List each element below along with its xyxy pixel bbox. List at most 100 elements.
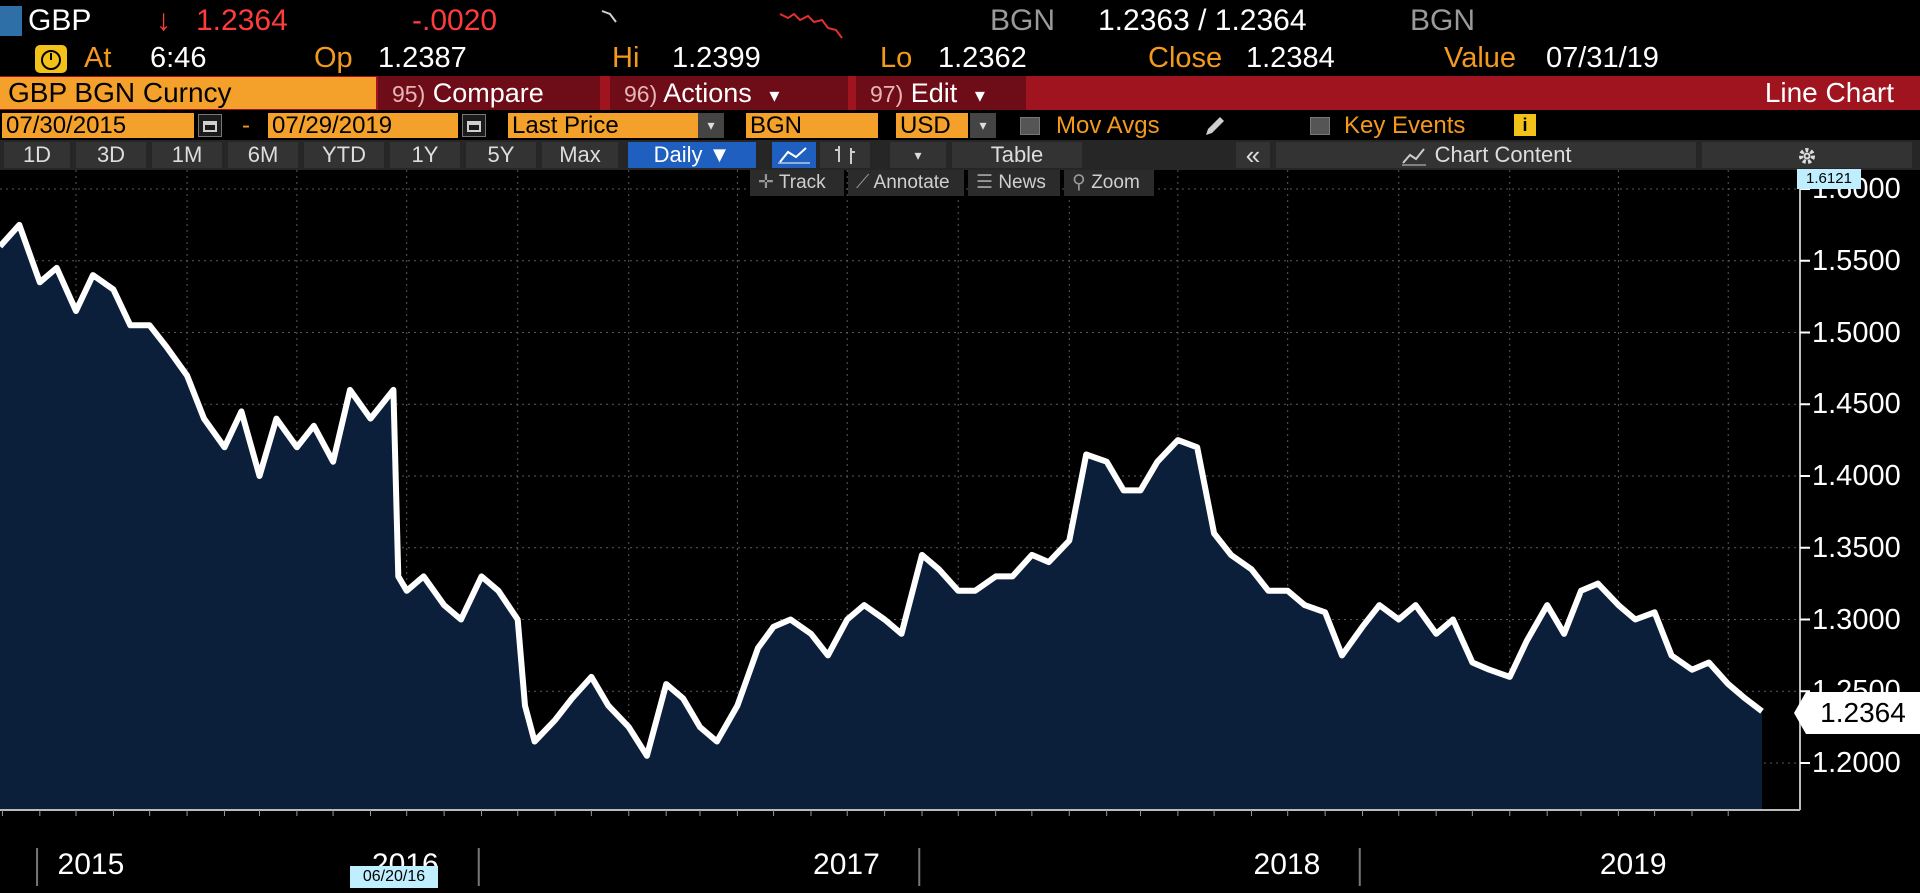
x-tick-label: 2018 (1253, 848, 1321, 881)
source-left: BGN (990, 4, 1056, 37)
y-tick-label: 1.4000 (1812, 460, 1901, 492)
security-color-marker (0, 6, 22, 36)
edit-number: 97) (870, 81, 904, 107)
track-tool[interactable]: ✛ Track (750, 170, 844, 196)
y-tick-label: 1.3500 (1812, 531, 1901, 564)
annotate-tool[interactable]: ⟋ Annotate (848, 170, 964, 196)
source-field[interactable]: BGN (746, 113, 878, 138)
start-date-field[interactable]: 07/30/2015 (2, 113, 194, 138)
quote-line: GBP ↓ 1.2364 -.0020 BGN 1.2363 / 1.2364 … (0, 0, 1920, 42)
close-value: 1.2384 (1246, 42, 1335, 74)
crosshair-date-flag: 06/20/16 (350, 866, 438, 888)
chart-content-label: Chart Content (1434, 142, 1572, 167)
tick-mini-icon (601, 10, 617, 23)
high-label: Hi (612, 42, 640, 74)
currency-dropdown-icon[interactable]: ▾ (970, 113, 996, 138)
compare-number: 95) (392, 81, 426, 107)
line-chart-icon (778, 147, 810, 164)
net-change: -.0020 (412, 4, 498, 37)
collapse-button[interactable]: « (1236, 142, 1270, 168)
crosshair-icon: ✛ (758, 172, 774, 193)
chart-content-icon (1402, 148, 1427, 166)
high-value: 1.2399 (672, 42, 761, 74)
date-range-dash: - (242, 112, 250, 139)
open-value: 1.2387 (378, 42, 467, 74)
intraday-sparkline-icon (779, 12, 843, 39)
range-1d-button[interactable]: 1D (4, 142, 70, 168)
max-value-flag: 1.6121 (1797, 169, 1861, 189)
price-field-select[interactable]: Last Price (508, 113, 698, 138)
x-tick-label: 2015 (57, 848, 125, 881)
detail-line: At 6:46 Op 1.2387 Hi 1.2399 Lo 1.2362 Cl… (0, 40, 1920, 76)
edit-chevron-down-icon: ▾ (974, 85, 985, 107)
range-ytd-button[interactable]: YTD (304, 142, 384, 168)
start-calendar-icon[interactable] (198, 114, 222, 137)
ticker: GBP (28, 4, 92, 37)
news-label: News (998, 172, 1046, 193)
zoom-label: Zoom (1091, 172, 1140, 193)
annotate-label: Annotate (873, 172, 950, 193)
low-value: 1.2362 (938, 42, 1027, 74)
security-field[interactable]: GBP BGN Curncy (0, 77, 376, 109)
at-value: 6:46 (150, 42, 207, 74)
compare-button[interactable]: 95) Compare (378, 76, 600, 110)
edit-button[interactable]: 97) Edit ▾ (856, 76, 1026, 110)
at-label: At (84, 42, 112, 74)
key-events-checkbox[interactable] (1310, 117, 1330, 135)
range-max-button[interactable]: Max (542, 142, 618, 168)
track-label: Track (778, 172, 826, 193)
currency-field[interactable]: USD (896, 113, 968, 138)
frequency-dropdown[interactable]: Daily ▼ (628, 142, 756, 168)
actions-number: 96) (624, 81, 658, 107)
function-bar: GBP BGN Curncy 95) Compare 96) Actions ▾… (0, 76, 1920, 110)
range-1m-button[interactable]: 1M (152, 142, 222, 168)
y-tick-label: 1.4500 (1812, 388, 1901, 421)
compare-label: Compare (432, 78, 544, 108)
mov-avgs-checkbox[interactable] (1020, 117, 1040, 135)
x-tick-label: 2017 (813, 848, 880, 881)
low-label: Lo (880, 42, 913, 74)
y-tick-label: 1.5000 (1812, 316, 1901, 349)
key-events-label: Key Events (1344, 112, 1466, 139)
gear-icon (1799, 148, 1815, 165)
end-calendar-icon[interactable] (462, 114, 486, 137)
pencil-icon[interactable] (1202, 115, 1228, 137)
range-5y-button[interactable]: 5Y (466, 142, 536, 168)
x-tick-label: 2019 (1599, 848, 1667, 881)
search-icon: ⚲ (1072, 172, 1086, 193)
open-label: Op (314, 42, 353, 74)
zoom-tool[interactable]: ⚲ Zoom (1064, 170, 1154, 196)
price-line (0, 221, 1764, 759)
value-label: Value (1444, 42, 1517, 74)
range-1y-button[interactable]: 1Y (390, 142, 460, 168)
y-tick-label: 1.3000 (1812, 603, 1901, 636)
settings-button[interactable] (1702, 142, 1912, 168)
news-icon: ☰ (976, 172, 994, 193)
chart-style-dropdown-icon[interactable]: ▾ (890, 142, 946, 168)
line-chart-style-button[interactable] (772, 142, 816, 168)
value-date: 07/31/19 (1546, 42, 1659, 74)
news-tool[interactable]: ☰ News (968, 170, 1060, 196)
info-icon[interactable]: i (1514, 114, 1536, 136)
actions-chevron-down-icon: ▾ (769, 85, 780, 107)
chart-content-button[interactable]: Chart Content (1276, 142, 1696, 168)
end-date-field[interactable]: 07/29/2019 (268, 113, 458, 138)
mov-avgs-label: Mov Avgs (1056, 112, 1160, 139)
annotate-pen-icon: ⟋ (856, 172, 870, 193)
table-button[interactable]: Table (952, 142, 1082, 168)
last-price: 1.2364 (196, 4, 288, 37)
y-tick-label: 1.5500 (1812, 244, 1901, 277)
actions-button[interactable]: 96) Actions ▾ (610, 76, 848, 110)
bid-ask: 1.2363 / 1.2364 (1098, 4, 1307, 37)
chart-type-title: Line Chart (1764, 77, 1894, 108)
bar-chart-style-button[interactable] (820, 142, 870, 168)
range-bar-spacer (1094, 142, 1230, 168)
range-3d-button[interactable]: 3D (76, 142, 146, 168)
range-6m-button[interactable]: 6M (228, 142, 298, 168)
range-bar: 1D 3D 1M 6M YTD 1Y 5Y Max Daily ▼ ▾ Tabl… (0, 140, 1920, 170)
price-area-fill (0, 224, 1762, 810)
settings-bar: 07/30/2015 - 07/29/2019 Last Price ▾ BGN… (0, 111, 1920, 140)
price-field-dropdown-icon[interactable]: ▾ (698, 113, 724, 138)
alert-clock-icon[interactable] (34, 44, 68, 74)
